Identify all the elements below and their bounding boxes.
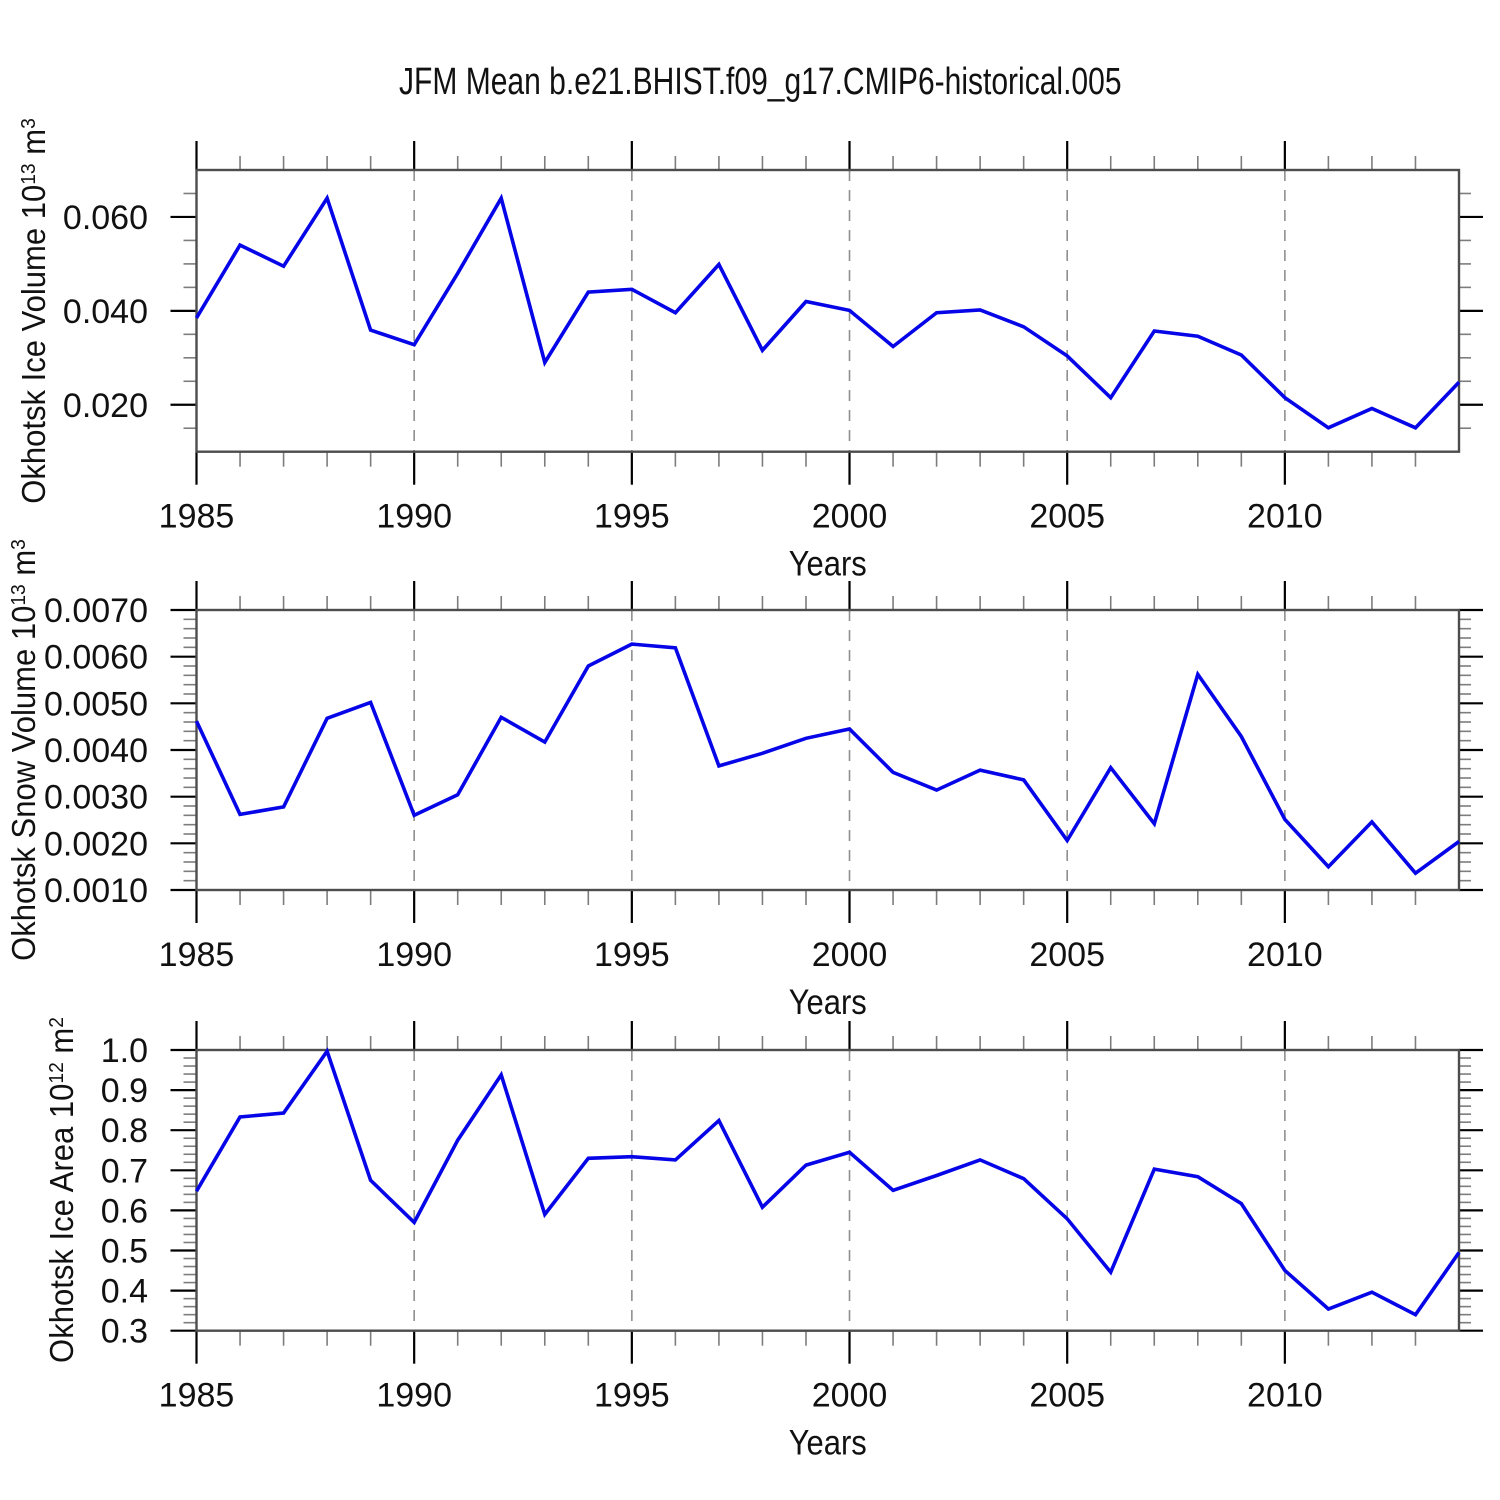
okhotsk-ice-area-line [194,1047,1461,1318]
x-axis-title: Years [789,983,867,1022]
y-tick-label: 0.020 [63,387,148,425]
x-tick-label: 1995 [594,498,670,536]
plot-frame [195,1048,1461,1332]
y-axis-title-text: Okhotsk Ice Area 10 [43,1083,80,1364]
y-axis-title-ice-volume: Okhotsk Ice Volume 1013 m3 [15,118,55,504]
y-tick-label: 0.4 [101,1273,148,1311]
x-tick-label: 1990 [376,498,452,536]
y-tick-label: 0.0050 [44,685,148,723]
y-axis-title-exponent: 12 [44,1062,68,1084]
x-tick-label: 1990 [376,1377,452,1415]
figure-title-wrap: JFM Mean b.e21.BHIST.f09_g17.CMIP6-histo… [30,60,1490,104]
x-tick-label: 1985 [159,498,235,536]
y-axis-title-exponent: 13 [16,163,40,185]
y-tick-label: 0.0020 [44,825,148,863]
x-tick-label: 1990 [376,936,452,974]
y-tick-label: 0.8 [101,1112,148,1150]
y-axis-title-snow-volume: Okhotsk Snow Volume 1013 m3 [5,539,45,961]
y-axis-title-unit: m [43,1028,80,1063]
y-tick-label: 1.0 [101,1032,148,1070]
x-tick-label: 1985 [159,936,235,974]
y-axis-title-ice-area: Okhotsk Ice Area 1012 m2 [43,1017,83,1364]
x-tick-label: 2010 [1247,1377,1323,1415]
y-axis-title-text: Okhotsk Ice Volume 10 [15,184,52,504]
y-axis-title-unit: m [5,549,42,585]
y-tick-label: 0.9 [101,1072,148,1110]
y-axis-title-text: Okhotsk Snow Volume 10 [5,605,42,961]
x-tick-label: 2005 [1029,1377,1105,1415]
x-tick-label: 2010 [1247,936,1323,974]
y-tick-label: 0.6 [101,1192,148,1230]
x-tick-label: 1985 [159,1377,235,1415]
y-axis-title-unit: m [15,128,52,164]
plot-frame [195,608,1461,892]
x-axis-title: Years [789,545,867,584]
y-axis-title-unit-exponent: 2 [44,1017,68,1029]
y-tick-label: 0.0040 [44,732,148,770]
y-axis-title-exponent: 13 [6,584,30,606]
y-tick-label: 0.0010 [44,872,148,910]
x-tick-label: 1995 [594,936,670,974]
x-axis-title: Years [789,1424,867,1463]
x-tick-label: 2010 [1247,498,1323,536]
y-tick-label: 0.7 [101,1152,148,1190]
x-tick-label: 2005 [1029,936,1105,974]
x-tick-label: 2000 [812,936,888,974]
x-tick-label: 2000 [812,498,888,536]
y-axis-title-unit-exponent: 3 [16,118,40,129]
okhotsk-snow-volume-line [194,642,1461,876]
x-tick-label: 1995 [594,1377,670,1415]
y-tick-label: 0.5 [101,1233,148,1271]
y-tick-label: 0.0070 [44,592,148,630]
y-tick-label: 0.0060 [44,639,148,677]
x-tick-label: 2005 [1029,498,1105,536]
figure-title: JFM Mean b.e21.BHIST.f09_g17.CMIP6-histo… [398,61,1122,103]
y-tick-label: 0.0030 [44,779,148,817]
y-tick-label: 0.060 [63,199,148,237]
y-axis-title-unit-exponent: 3 [6,539,30,550]
y-tick-label: 0.3 [101,1313,148,1351]
y-tick-label: 0.040 [63,293,148,331]
plot-frame [195,168,1461,453]
okhotsk-ice-volume-line [194,193,1461,430]
x-tick-label: 2000 [812,1377,888,1415]
